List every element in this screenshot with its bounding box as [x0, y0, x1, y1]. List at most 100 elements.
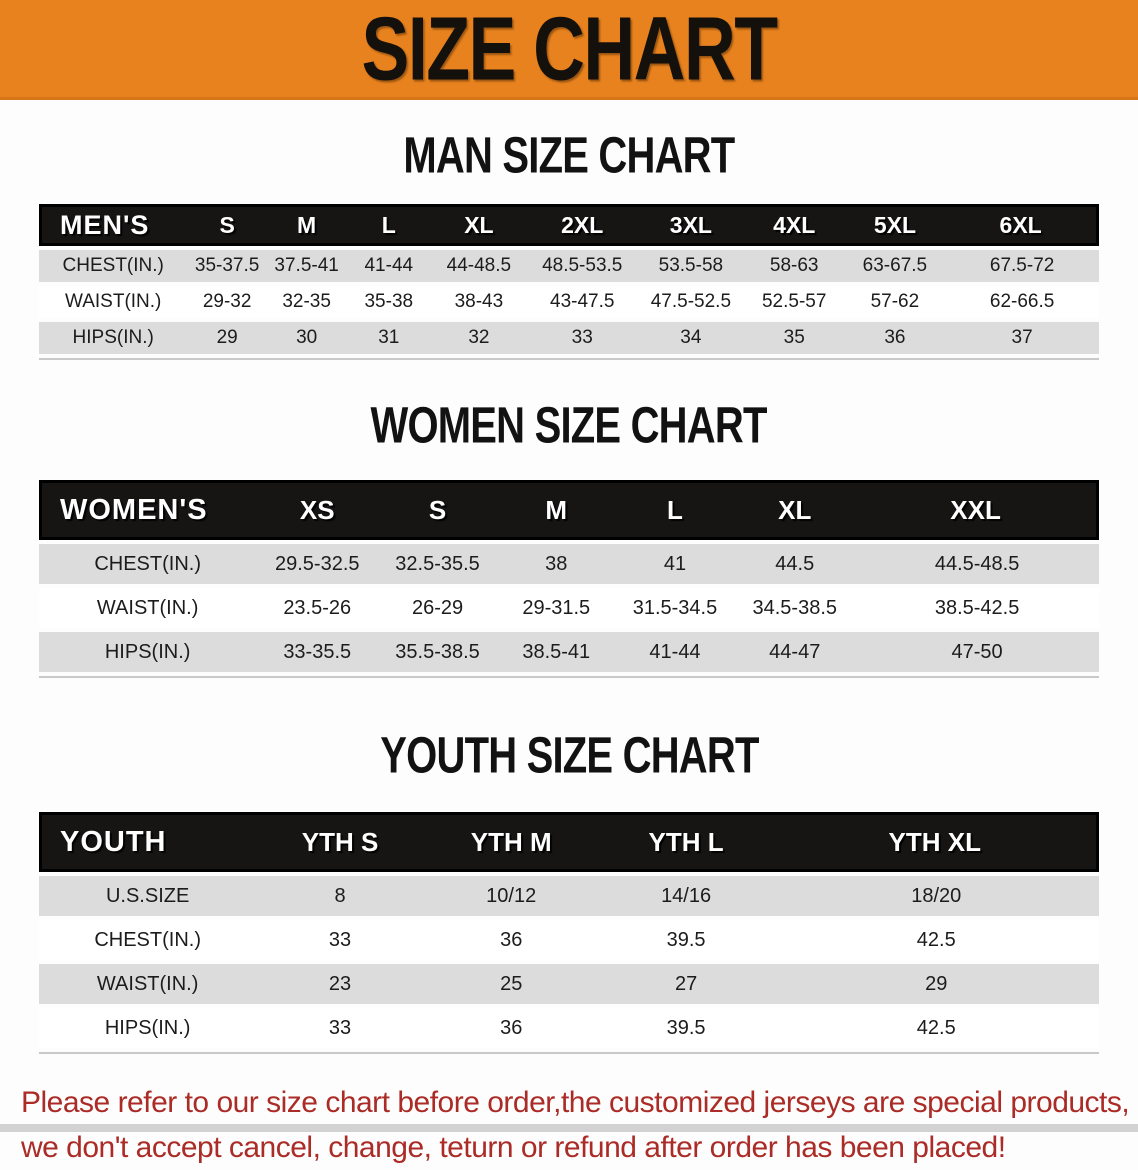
size-header-cell: YTH M: [423, 812, 599, 872]
bottom-divider: [0, 1124, 1138, 1132]
size-value-cell: 8: [256, 876, 424, 916]
youth-section-heading-text: YOUTH SIZE CHART: [379, 726, 759, 784]
size-value-cell: 29: [773, 964, 1099, 1004]
women-size-table: WOMEN'S XS S M L XL XXL CHEST(IN.) 29.5-32.5 32.5…: [39, 476, 1099, 676]
size-row: WAIST(IN.) 23 25 27 29: [39, 964, 1099, 1004]
size-value-cell: 31: [346, 322, 432, 354]
size-header-cell: M: [266, 204, 347, 246]
women-section-heading-text: WOMEN SIZE CHART: [370, 396, 768, 454]
table-title-cell: MEN'S: [39, 204, 188, 246]
women-size-table-wrap: WOMEN'S XS S M L XL XXL CHEST(IN.) 29.5-32.5 32.5…: [39, 476, 1099, 678]
size-value-cell: 23: [256, 964, 424, 1004]
size-value-cell: 37.5-41: [266, 250, 347, 282]
measurement-label-cell: WAIST(IN.): [39, 588, 257, 628]
order-policy-line-1: Please refer to our size chart before or…: [21, 1086, 1130, 1119]
men-size-table-wrap: MEN'S S M L XL 2XL 3XL 4XL 5XL 6XL CHEST(IN.) 35-37…: [39, 200, 1099, 360]
size-value-cell: 44.5: [734, 544, 856, 584]
size-value-cell: 18/20: [773, 876, 1099, 916]
size-header-row: MEN'S S M L XL 2XL 3XL 4XL 5XL 6XL: [39, 204, 1099, 246]
size-header-cell: 2XL: [526, 204, 638, 246]
size-value-cell: 10/12: [423, 876, 599, 916]
size-header-cell: XXL: [855, 480, 1099, 540]
size-value-cell: 29.5-32.5: [256, 544, 379, 584]
measurement-label-cell: WAIST(IN.): [39, 286, 188, 318]
size-header-cell: XS: [256, 480, 379, 540]
measurement-label-cell: HIPS(IN.): [39, 632, 257, 672]
size-value-cell: 37: [945, 322, 1099, 354]
size-header-cell: YTH XL: [773, 812, 1099, 872]
size-header-row: YOUTH YTH S YTH M YTH L YTH XL: [39, 812, 1099, 872]
size-header-cell: 3XL: [637, 204, 744, 246]
size-value-cell: 53.5-58: [637, 250, 744, 282]
size-header-cell: S: [378, 480, 497, 540]
women-section-heading: WOMEN SIZE CHART: [0, 396, 1138, 454]
size-value-cell: 34.5-38.5: [734, 588, 856, 628]
size-value-cell: 47.5-52.5: [637, 286, 744, 318]
size-header-cell: 6XL: [945, 204, 1099, 246]
size-chart-banner: SIZE CHART: [0, 0, 1138, 100]
size-value-cell: 34: [637, 322, 744, 354]
size-value-cell: 38.5-41: [496, 632, 616, 672]
measurement-label-cell: CHEST(IN.): [39, 920, 257, 960]
size-value-cell: 33: [256, 1008, 424, 1048]
size-value-cell: 32.5-35.5: [378, 544, 497, 584]
size-row: CHEST(IN.) 35-37.5 37.5-41 41-44 44-48.5 48.5…: [39, 250, 1099, 282]
size-value-cell: 63-67.5: [844, 250, 946, 282]
measurement-label-cell: WAIST(IN.): [39, 964, 257, 1004]
size-value-cell: 29-32: [187, 286, 267, 318]
size-header-cell: XL: [431, 204, 527, 246]
size-value-cell: 38: [496, 544, 616, 584]
youth-size-table-wrap: YOUTH YTH S YTH M YTH L YTH XL U.S.SIZE 8 10/12…: [39, 808, 1099, 1054]
size-value-cell: 62-66.5: [945, 286, 1099, 318]
size-value-cell: 36: [423, 920, 599, 960]
size-value-cell: 39.5: [598, 920, 774, 960]
size-value-cell: 33: [256, 920, 424, 960]
size-value-cell: 25: [423, 964, 599, 1004]
size-value-cell: 47-50: [855, 632, 1099, 672]
size-header-cell: S: [187, 204, 267, 246]
size-value-cell: 39.5: [598, 1008, 774, 1048]
size-header-cell: YTH S: [256, 812, 424, 872]
men-size-table: MEN'S S M L XL 2XL 3XL 4XL 5XL 6XL CHEST(IN.) 35-37…: [39, 200, 1099, 358]
size-value-cell: 38-43: [431, 286, 527, 318]
size-header-cell: L: [346, 204, 432, 246]
measurement-label-cell: U.S.SIZE: [39, 876, 257, 916]
size-value-cell: 35-37.5: [187, 250, 267, 282]
measurement-label-cell: HIPS(IN.): [39, 1008, 257, 1048]
size-value-cell: 48.5-53.5: [526, 250, 638, 282]
size-row: WAIST(IN.) 23.5-26 26-29 29-31.5 31.5-34.5 34…: [39, 588, 1099, 628]
youth-section-heading: YOUTH SIZE CHART: [0, 726, 1138, 784]
size-value-cell: 35-38: [346, 286, 432, 318]
size-row: HIPS(IN.) 33 36 39.5 42.5: [39, 1008, 1099, 1048]
size-header-row: WOMEN'S XS S M L XL XXL: [39, 480, 1099, 540]
size-value-cell: 38.5-42.5: [855, 588, 1099, 628]
size-value-cell: 44-47: [734, 632, 856, 672]
size-row: HIPS(IN.) 29 30 31 32 33 34 35 36 37: [39, 322, 1099, 354]
size-row: HIPS(IN.) 33-35.5 35.5-38.5 38.5-41 41-44 44-…: [39, 632, 1099, 672]
youth-size-table: YOUTH YTH S YTH M YTH L YTH XL U.S.SIZE 8 10/12…: [39, 808, 1099, 1052]
size-value-cell: 32: [431, 322, 527, 354]
size-row: WAIST(IN.) 29-32 32-35 35-38 38-43 43-47.5 47.…: [39, 286, 1099, 318]
man-section-heading-text: MAN SIZE CHART: [403, 126, 735, 184]
size-value-cell: 32-35: [266, 286, 347, 318]
size-value-cell: 36: [844, 322, 946, 354]
size-value-cell: 44.5-48.5: [855, 544, 1099, 584]
size-value-cell: 67.5-72: [945, 250, 1099, 282]
table-title-cell: WOMEN'S: [39, 480, 257, 540]
size-value-cell: 42.5: [773, 920, 1099, 960]
size-value-cell: 33: [526, 322, 638, 354]
size-value-cell: 52.5-57: [743, 286, 845, 318]
size-row: CHEST(IN.) 29.5-32.5 32.5-35.5 38 41 44.5 44.5…: [39, 544, 1099, 584]
size-value-cell: 29-31.5: [496, 588, 616, 628]
size-value-cell: 41-44: [346, 250, 432, 282]
size-value-cell: 29: [187, 322, 267, 354]
table-title-cell: YOUTH: [39, 812, 257, 872]
size-value-cell: 57-62: [844, 286, 946, 318]
size-value-cell: 41: [615, 544, 735, 584]
size-value-cell: 27: [598, 964, 774, 1004]
size-value-cell: 58-63: [743, 250, 845, 282]
size-header-cell: YTH L: [598, 812, 774, 872]
size-header-cell: L: [615, 480, 735, 540]
size-value-cell: 23.5-26: [256, 588, 379, 628]
size-header-cell: 5XL: [844, 204, 946, 246]
